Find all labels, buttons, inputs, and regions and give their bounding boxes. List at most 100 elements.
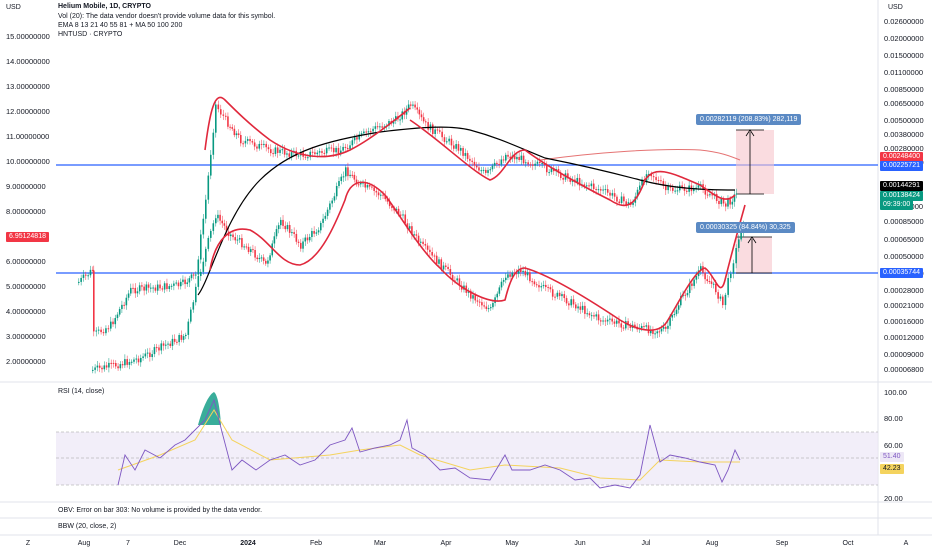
candle-body xyxy=(178,334,180,343)
second-symbol-label[interactable]: HNTUSD · CRYPTO xyxy=(58,31,123,38)
candle-body xyxy=(127,293,130,298)
price-label-r4-time: 09:39:00 xyxy=(880,200,914,210)
candle-body xyxy=(604,189,607,191)
candle-body xyxy=(485,169,487,173)
candle-body xyxy=(654,333,656,335)
right-axis-tick: 0.00028000 xyxy=(884,286,924,295)
candle-body xyxy=(579,306,582,310)
candle-body xyxy=(586,313,588,315)
candle-body xyxy=(706,279,709,282)
axis-corner-right[interactable]: A xyxy=(903,540,909,547)
candle-body xyxy=(718,200,720,205)
obv-label[interactable]: OBV: Error on bar 303: No volume is prov… xyxy=(58,507,263,514)
candle-body xyxy=(420,241,422,243)
candle-body xyxy=(245,246,248,248)
candle-body xyxy=(309,151,312,158)
candle-body xyxy=(307,157,309,159)
candle-body xyxy=(577,306,579,309)
candle-body xyxy=(137,358,140,363)
candle-body xyxy=(422,117,425,122)
candle-body xyxy=(511,272,514,277)
candle-body xyxy=(311,231,313,237)
candle-body xyxy=(142,356,144,358)
candle-body xyxy=(473,161,476,166)
candle-body xyxy=(258,143,261,149)
candle-body xyxy=(151,354,153,358)
left-axis-tick: 14.00000000 xyxy=(6,57,50,66)
candle-body xyxy=(581,305,584,310)
axis-corner-left[interactable]: Z xyxy=(25,540,31,547)
candle-body xyxy=(371,186,373,188)
candle-body xyxy=(404,214,407,224)
candle-body xyxy=(602,189,604,191)
x-axis-tick: Aug xyxy=(77,540,91,547)
right-axis-tick: 0.00850000 xyxy=(884,85,924,94)
vol-indicator-label[interactable]: Vol (20): The data vendor doesn't provid… xyxy=(58,13,276,20)
candle-body xyxy=(572,299,575,305)
candle-body xyxy=(518,156,520,160)
candle-body xyxy=(588,313,591,316)
candle-body xyxy=(733,194,736,202)
candle-body xyxy=(153,347,156,355)
candle-body xyxy=(585,185,588,187)
candle-body xyxy=(252,249,254,251)
candle-body xyxy=(381,126,383,128)
candle-body xyxy=(509,156,512,159)
right-axis-tick: 0.00380000 xyxy=(884,130,924,139)
candle-body xyxy=(673,314,676,316)
candle-body xyxy=(683,187,686,191)
candle-body xyxy=(192,274,195,276)
candle-body xyxy=(562,177,564,180)
candle-body xyxy=(597,189,600,191)
candle-body xyxy=(500,159,503,165)
rsi-overbought-fill xyxy=(198,392,221,425)
candle-body xyxy=(578,177,581,186)
ema-indicator-label[interactable]: EMA 8 13 21 40 55 81 + MA 50 100 200 xyxy=(58,22,183,29)
candle-body xyxy=(643,326,645,328)
candle-body xyxy=(674,190,676,192)
candle-body xyxy=(498,163,500,165)
candle-body xyxy=(505,277,507,281)
candle-body xyxy=(480,170,483,172)
candle-body xyxy=(472,295,474,299)
candle-body xyxy=(114,318,117,325)
rsi-label[interactable]: RSI (14, close) xyxy=(58,388,105,395)
candle-body xyxy=(549,287,552,290)
candle-body xyxy=(186,282,189,285)
candle-body xyxy=(274,147,277,154)
candle-body xyxy=(669,185,672,188)
candle-body xyxy=(115,363,117,367)
right-axis-tick: 0.00012000 xyxy=(884,333,924,342)
candle-body xyxy=(407,104,410,109)
candle-body xyxy=(568,303,570,306)
measure-label-upper[interactable]: 0.00282119 (208.83%) 282,119 xyxy=(696,114,802,125)
candle-body xyxy=(546,164,548,173)
candle-body xyxy=(355,179,358,185)
candle-body xyxy=(665,185,667,191)
candle-body xyxy=(260,257,263,259)
candle-body xyxy=(520,155,523,160)
candle-body xyxy=(95,330,98,332)
measure-label-lower[interactable]: 0.00030325 (84.84%) 30,325 xyxy=(696,222,795,233)
candle-body xyxy=(432,124,434,134)
candle-body xyxy=(487,308,490,310)
candle-body xyxy=(184,279,186,285)
rsi-ma-line xyxy=(117,409,740,481)
candle-body xyxy=(92,269,94,271)
x-axis-tick: Aug xyxy=(705,540,719,547)
rsi-axis-tick: 20.00 xyxy=(884,494,903,503)
curve-upper-right xyxy=(409,119,736,207)
candle-body xyxy=(103,365,106,370)
candle-body xyxy=(105,328,107,334)
candle-body xyxy=(715,283,717,293)
bbw-label[interactable]: BBW (20, close, 2) xyxy=(58,523,117,530)
candle-body xyxy=(548,172,550,174)
candle-body xyxy=(217,214,219,219)
candle-body xyxy=(284,225,287,230)
candle-body xyxy=(215,104,217,133)
candle-body xyxy=(708,281,711,283)
candle-body xyxy=(254,250,256,258)
candle-body xyxy=(478,301,481,303)
candle-body xyxy=(680,296,682,306)
